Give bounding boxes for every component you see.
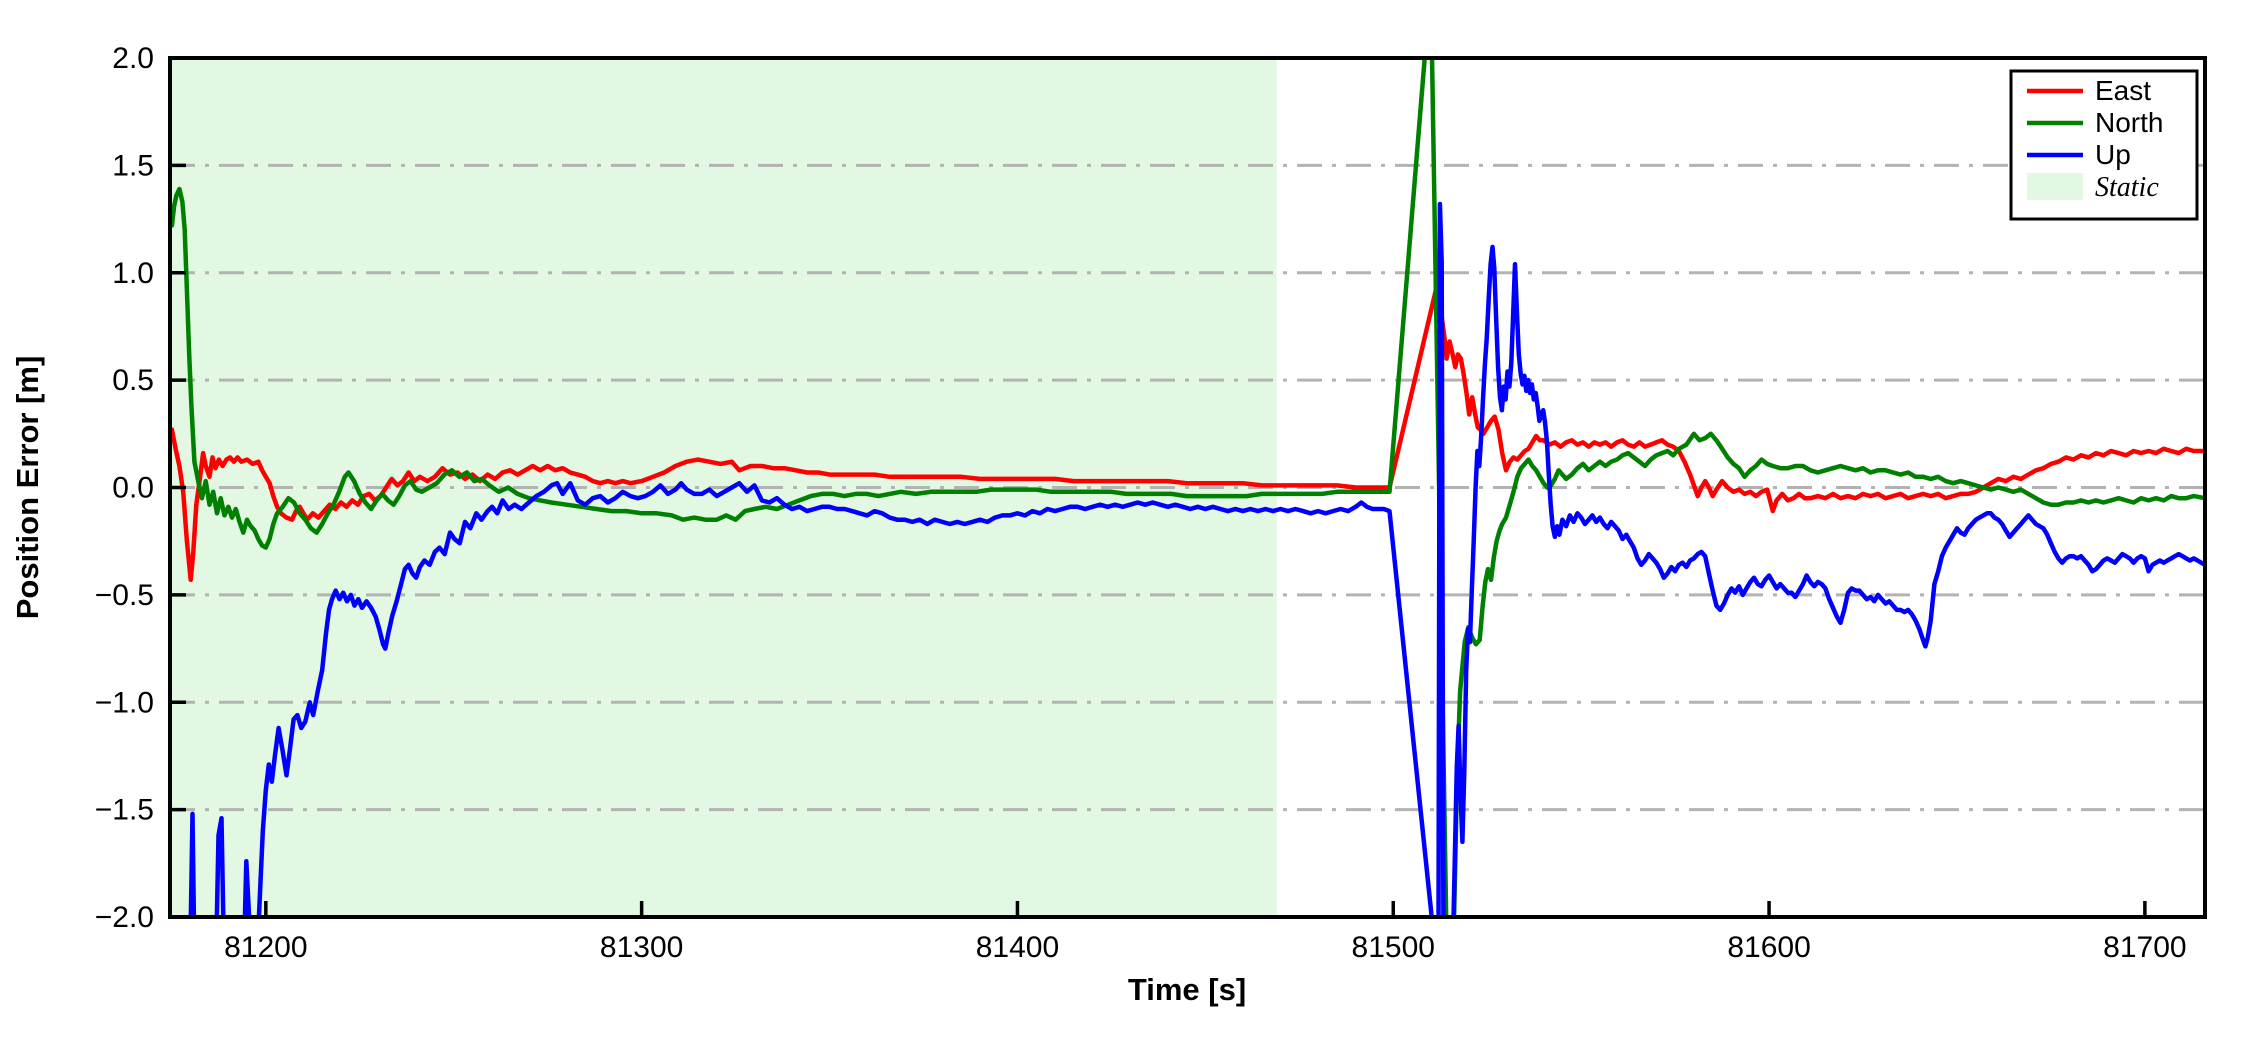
x-tick-label: 81500 xyxy=(1352,931,1435,964)
y-tick-label: −2.0 xyxy=(95,901,154,934)
x-tick-label: 81200 xyxy=(224,931,307,964)
legend-swatch-static xyxy=(2027,173,2083,200)
y-tick-label: −1.5 xyxy=(95,794,154,827)
legend-label-up: Up xyxy=(2095,139,2131,170)
legend-label-north: North xyxy=(2095,107,2163,138)
tick-label-layer: 81200 81300 81400 81500 81600 81700 −2.0 −1.5 −1… xyxy=(95,42,2187,964)
gridline-layer xyxy=(170,163,2205,812)
legend-label-static: Static xyxy=(2095,172,2159,203)
y-tick-label: −1.0 xyxy=(95,686,154,719)
y-tick-label: 0.0 xyxy=(112,472,154,505)
series-line-up xyxy=(188,201,2205,917)
y-tick-label: 1.0 xyxy=(112,257,154,290)
x-tick-label: 81300 xyxy=(600,931,683,964)
series-layer xyxy=(170,58,2205,917)
y-tick-label: 0.5 xyxy=(112,364,154,397)
x-axis-label: Time [s] xyxy=(1128,972,1246,1007)
tick-layer xyxy=(170,56,2147,919)
y-axis-label: Position Error [m] xyxy=(10,356,45,620)
x-tick-label: 81600 xyxy=(1727,931,1810,964)
x-tick-label: 81700 xyxy=(2103,931,2186,964)
y-tick-label: 2.0 xyxy=(112,42,154,75)
series-line-north xyxy=(170,58,2205,917)
y-tick-label: −0.5 xyxy=(95,579,154,612)
x-tick-label: 81400 xyxy=(976,931,1059,964)
y-tick-label: 1.5 xyxy=(112,149,154,182)
legend-label-east: East xyxy=(2095,75,2151,106)
